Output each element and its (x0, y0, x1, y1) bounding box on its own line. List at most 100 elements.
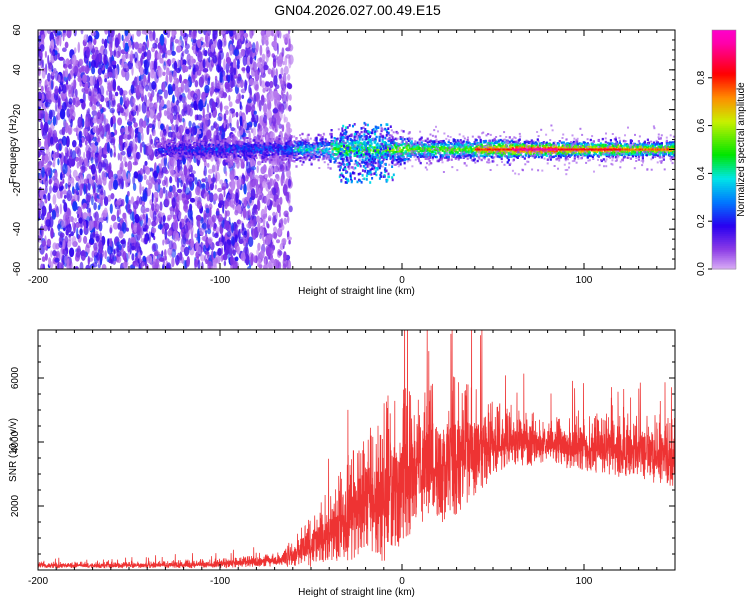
signal-cell (258, 136, 260, 138)
noise-cell (97, 184, 102, 189)
signal-cell (389, 134, 391, 136)
signal-cell (259, 144, 261, 146)
noise-cell (97, 110, 101, 118)
noise-cell (211, 177, 216, 183)
signal-cell (240, 160, 242, 162)
signal-cell (289, 159, 291, 161)
noise-cell (57, 158, 59, 165)
noise-cell (60, 186, 64, 190)
noise-cell (171, 106, 175, 113)
signal-cell (284, 155, 286, 157)
noise-cell (245, 175, 249, 182)
noise-cell (287, 165, 290, 170)
noise-cell (62, 84, 67, 93)
signal-cell (290, 136, 292, 138)
noise-cell (68, 64, 73, 69)
noise-cell (119, 209, 121, 215)
noise-cell (243, 115, 246, 121)
noise-cell (151, 104, 155, 115)
signal-cell (269, 138, 271, 140)
signal-cell (361, 135, 363, 137)
signal-cell (270, 159, 272, 161)
noise-cell (236, 226, 238, 236)
noise-cell (185, 233, 188, 240)
noise-cell (45, 102, 51, 108)
noise-cell (220, 101, 223, 112)
noise-cell (175, 39, 179, 44)
noise-cell (144, 51, 148, 57)
noise-cell (162, 239, 164, 245)
noise-cell (174, 124, 179, 133)
noise-cell (268, 68, 272, 74)
noise-cell (187, 256, 190, 267)
noise-cell (45, 51, 47, 58)
noise-cell (63, 59, 66, 68)
signal-cell (204, 153, 206, 155)
signal-cell (329, 143, 331, 145)
noise-cell (113, 256, 116, 261)
signal-cell (158, 155, 160, 157)
signal-cell (410, 155, 412, 157)
signal-cell (171, 137, 173, 139)
signal-cell (403, 147, 405, 149)
noise-cell (158, 211, 161, 222)
signal-cell (272, 148, 274, 150)
signal-cell (231, 140, 233, 142)
noise-cell (218, 55, 222, 66)
noise-cell (98, 205, 100, 210)
noise-cell (161, 99, 164, 107)
noise-cell (62, 163, 67, 174)
noise-cell (59, 86, 61, 94)
noise-cell (156, 182, 158, 190)
noise-cell (118, 223, 121, 230)
noise-cell (176, 45, 181, 52)
noise-cell (125, 113, 127, 121)
noise-cell (255, 70, 260, 82)
noise-cell (152, 245, 155, 250)
noise-cell (66, 229, 69, 236)
noise-cell (253, 127, 256, 137)
signal-cell (392, 136, 394, 138)
noise-cell (72, 201, 77, 211)
signal-cell (262, 135, 264, 137)
noise-cell (63, 70, 65, 77)
noise-cell (117, 117, 122, 125)
noise-cell (203, 118, 208, 129)
noise-cell (266, 194, 271, 206)
noise-cell (169, 240, 173, 249)
signal-cell (330, 154, 332, 156)
noise-cell (246, 105, 251, 112)
noise-cell (82, 67, 84, 72)
noise-cell (148, 92, 151, 97)
signal-cell (282, 152, 284, 154)
noise-cell (288, 105, 292, 112)
noise-cell (56, 39, 59, 46)
noise-cell (58, 52, 60, 60)
noise-cell (263, 115, 267, 124)
signal-cell (281, 143, 283, 145)
noise-cell (177, 189, 182, 193)
noise-cell (155, 44, 158, 49)
noise-cell (174, 61, 177, 71)
noise-cell (213, 193, 218, 201)
noise-cell (162, 228, 165, 234)
signal-cell (216, 157, 218, 159)
noise-cell (40, 122, 43, 130)
noise-cell (204, 166, 207, 177)
noise-cell (212, 55, 217, 63)
noise-cell (62, 47, 67, 52)
noise-cell (241, 89, 246, 94)
noise-cell (277, 43, 279, 55)
noise-cell (230, 179, 235, 191)
noise-cell (143, 68, 147, 74)
signal-cell (231, 135, 233, 137)
noise-cell (205, 230, 207, 234)
noise-cell (241, 67, 245, 71)
noise-cell (220, 71, 223, 83)
noise-cell (106, 131, 111, 140)
noise-cell (53, 116, 56, 126)
noise-cell (119, 244, 122, 251)
noise-cell (142, 46, 145, 52)
noise-cell (190, 32, 194, 40)
noise-cell (167, 230, 172, 237)
